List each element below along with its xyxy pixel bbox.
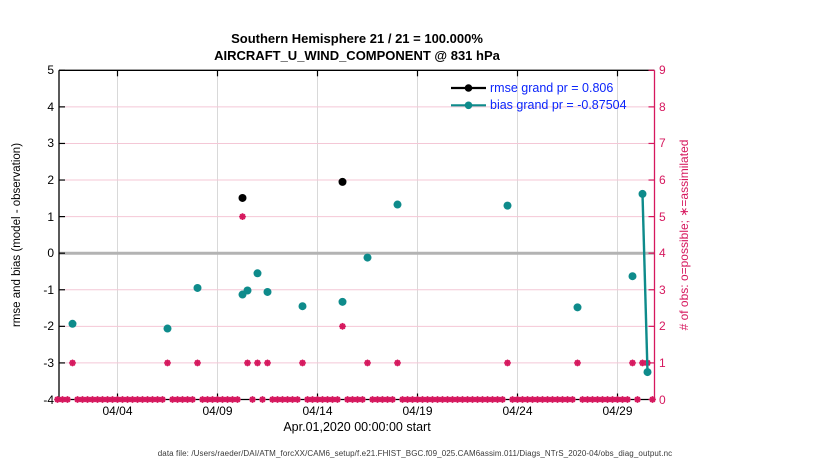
plot-title-line2: AIRCRAFT_U_WIND_COMPONENT @ 831 hPa [214,48,500,63]
y-right-tick-label: 6 [659,173,666,188]
x-tick-label: 04/24 [502,404,533,418]
data-file-caption: data file: /Users/raeder/DAI/ATM_forcXX/… [157,449,673,458]
x-tick-label: 04/19 [402,404,433,418]
legend-label-rmse: rmse grand pr = 0.806 [490,81,614,95]
x-tick-label: 04/29 [602,404,633,418]
x-tick-label: 04/04 [102,404,133,418]
y-axis-left-label: rmse and bias (model - observation) [11,142,23,328]
y-right-tick-label: 2 [659,319,666,334]
y-left-tick-label: -4 [43,392,54,407]
y-right-tick-label: 8 [659,99,666,114]
y-right-tick-label: 1 [659,355,666,370]
x-axis-title: Apr.01,2020 00:00:00 start [283,420,431,434]
y-left-tick-label: 2 [47,173,54,188]
y-left-tick-label: -3 [43,355,54,370]
x-tick-label: 04/09 [202,404,233,418]
y-left-tick-label: 3 [47,136,54,151]
y-axis-right-label: # of obs: o=possible; ∗=assimilated [677,139,691,331]
legend-label-bias: bias grand pr = -0.87504 [490,98,627,112]
y-left-tick-label: 0 [47,246,54,261]
y-left-tick-label: -1 [43,282,54,297]
plot-title-line1: Southern Hemisphere 21 / 21 = 100.000% [231,31,483,46]
y-right-tick-label: 9 [659,63,666,78]
y-right-tick-label: 5 [659,209,666,224]
y-right-tick-label: 0 [659,392,666,407]
x-tick-label: 04/14 [302,404,333,418]
y-left-tick-label: 1 [47,209,54,224]
y-right-tick-label: 4 [659,246,666,261]
y-right-tick-label: 7 [659,136,666,151]
y-right-tick-label: 3 [659,282,666,297]
y-left-tick-label: 4 [47,99,54,114]
y-left-tick-label: -2 [43,319,54,334]
y-left-tick-label: 5 [47,63,54,78]
